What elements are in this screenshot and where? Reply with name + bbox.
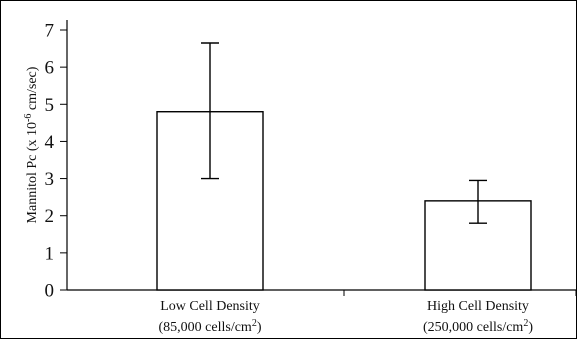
category-label-low-line2-exp: 2 <box>252 318 257 329</box>
category-label-high-line2-exp: 2 <box>523 318 528 329</box>
y-tick-label-5: 5 <box>45 95 55 116</box>
category-label-high-line2: (250,000 cells/cm2) <box>423 318 533 336</box>
category-label-low-line2-prefix: (85,000 cells/cm <box>159 320 252 335</box>
y-tick-label-7: 7 <box>45 21 55 42</box>
category-label-low-line1: Low Cell Density <box>160 299 260 314</box>
category-label-high-line2-suffix: ) <box>528 320 533 335</box>
y-axis-label-suffix: cm/sec) <box>25 66 40 113</box>
category-label-high-line1: High Cell Density <box>427 299 529 314</box>
bars <box>156 111 532 291</box>
y-tick-label-6: 6 <box>45 58 55 79</box>
y-tick-label-0: 0 <box>45 281 55 302</box>
category-label-high-line2-prefix: (250,000 cells/cm <box>423 320 523 335</box>
y-tick-label-3: 3 <box>45 169 55 190</box>
y-axis-label-prefix: Mannitol Pc (x 10 <box>25 122 40 224</box>
y-tick-label-4: 4 <box>45 132 55 153</box>
category-label-low-line2-suffix: ) <box>257 320 262 335</box>
error-bars <box>201 42 487 224</box>
y-axis-label-exponent: -6 <box>23 114 34 122</box>
y-tick-label-2: 2 <box>45 206 55 227</box>
category-label-low-line2: (85,000 cells/cm2) <box>159 318 262 336</box>
y-tick-label-1: 1 <box>45 243 55 264</box>
y-axis-label: Mannitol Pc (x 10-6 cm/sec) <box>23 66 41 223</box>
y-ticks: 0 1 2 3 4 5 6 7 <box>45 21 67 302</box>
